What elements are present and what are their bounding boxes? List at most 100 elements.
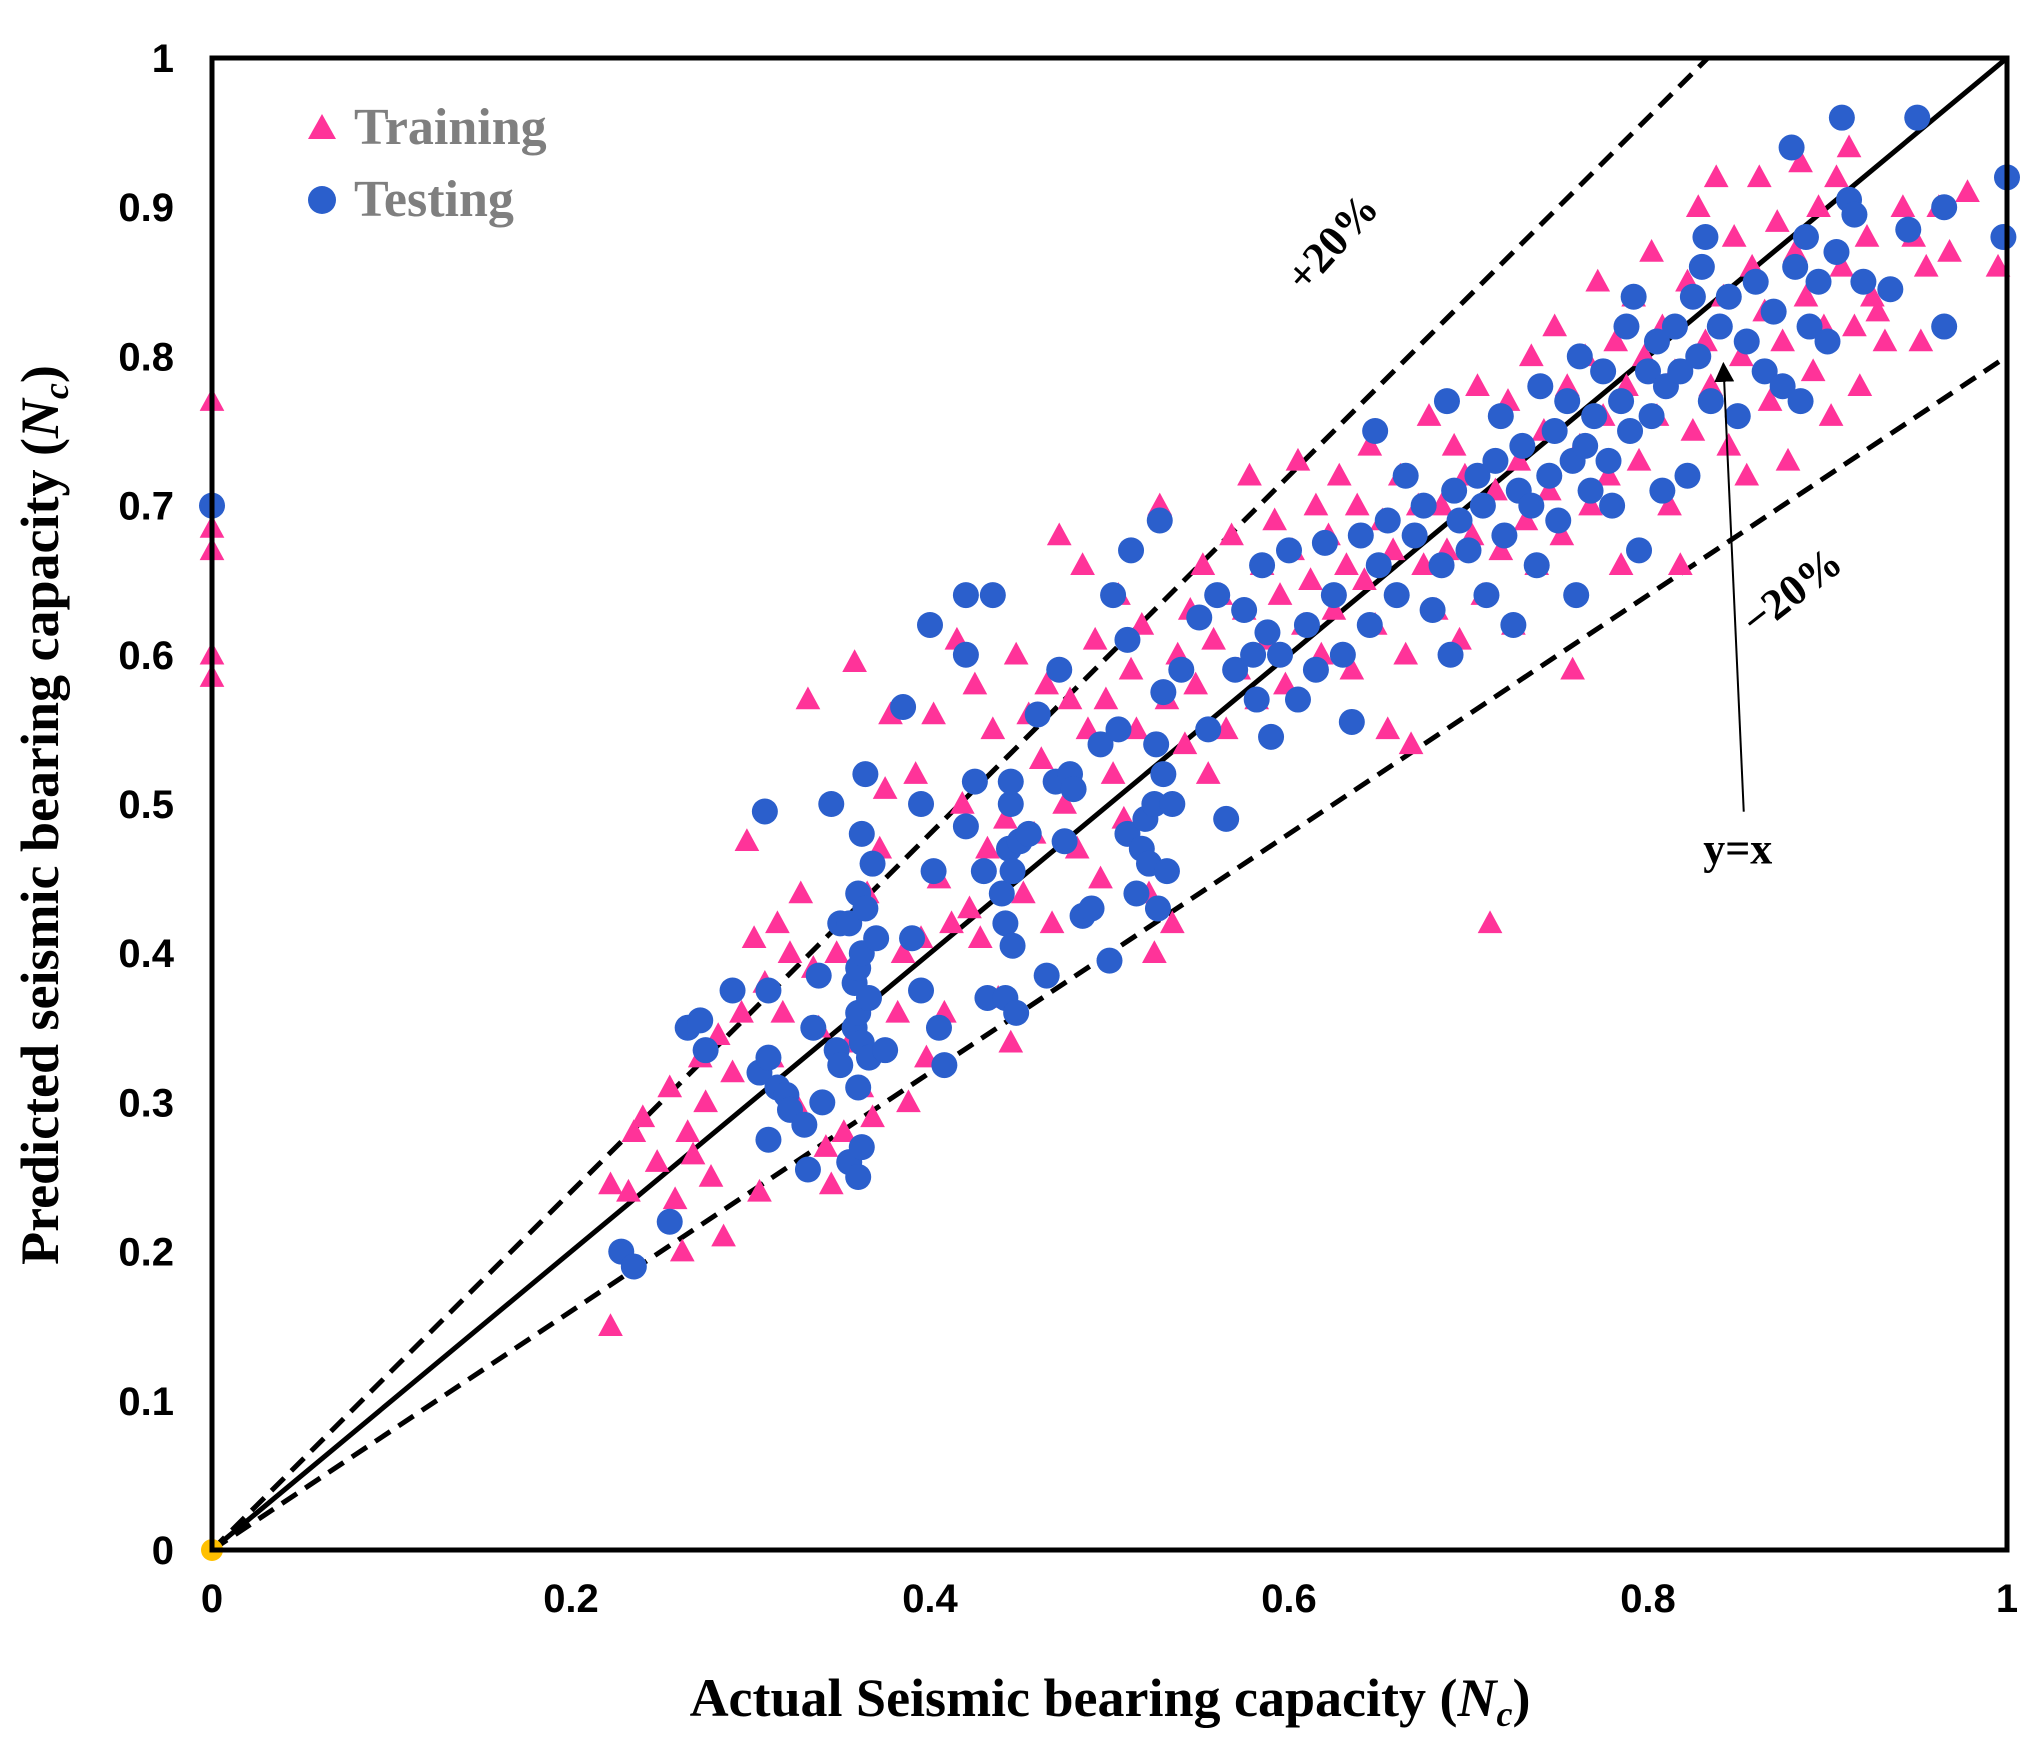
testing-point <box>925 1014 952 1041</box>
training-point <box>1046 522 1072 546</box>
training-point <box>967 925 993 949</box>
testing-point <box>1302 656 1329 683</box>
testing-point <box>1751 358 1778 385</box>
testing-point <box>1904 104 1931 131</box>
training-point <box>1039 910 1065 934</box>
testing-point <box>1566 343 1593 370</box>
testing-point <box>794 1156 821 1183</box>
testing-point <box>1311 529 1338 556</box>
testing-point <box>755 1044 782 1071</box>
testing-point <box>1144 895 1171 922</box>
testing-point <box>1141 791 1168 817</box>
training-point <box>630 1104 656 1128</box>
testing-point <box>1796 313 1823 340</box>
training-point <box>734 828 760 852</box>
testing-point <box>931 1052 958 1079</box>
y-tick-label: 1 <box>152 37 174 81</box>
training-point <box>842 649 867 673</box>
testing-point <box>1258 723 1285 750</box>
training-point <box>770 999 796 1023</box>
testing-point <box>620 1253 647 1280</box>
testing-point <box>1715 283 1742 310</box>
training-point <box>818 1171 844 1195</box>
legend-testing-label: Testing <box>354 171 514 228</box>
training-point <box>1908 328 1934 352</box>
training-point <box>1764 209 1790 232</box>
testing-point <box>755 977 782 1004</box>
testing-point <box>1635 358 1661 385</box>
testing-point <box>1338 708 1365 735</box>
testing-point <box>656 1208 683 1235</box>
training-point <box>1321 597 1347 620</box>
training-point <box>1380 537 1406 561</box>
testing-point <box>1792 224 1819 251</box>
testing-point <box>859 850 886 877</box>
testing-point <box>1679 283 1706 310</box>
testing-point <box>1401 522 1428 549</box>
testing-point <box>1527 373 1554 400</box>
legend-training-label: Training <box>354 99 547 156</box>
testing-point <box>1649 477 1676 504</box>
training-point <box>1536 477 1562 501</box>
testing-point <box>997 791 1024 817</box>
testing-point <box>1123 880 1150 907</box>
training-point <box>711 1223 736 1247</box>
training-point <box>1560 656 1585 680</box>
testing-point <box>1931 313 1958 340</box>
training-point <box>1465 373 1490 396</box>
training-point <box>1183 671 1209 695</box>
training-point <box>1806 194 1831 217</box>
testing-point <box>999 858 1026 885</box>
testing-point <box>1742 268 1769 295</box>
testing-point <box>1805 268 1832 295</box>
legend: Training Testing <box>308 99 547 228</box>
testing-point <box>1733 328 1760 355</box>
testing-point <box>920 858 947 885</box>
training-point <box>949 791 975 814</box>
testing-point <box>1814 328 1841 355</box>
testing-point <box>890 694 917 721</box>
training-point <box>598 1313 623 1336</box>
testing-point <box>1608 388 1635 415</box>
testing-point <box>1990 224 2017 251</box>
training-point <box>1003 641 1029 665</box>
training-point <box>1716 432 1742 456</box>
testing-point <box>1231 597 1258 624</box>
testing-point <box>845 1164 872 1190</box>
testing-point <box>974 984 1001 1011</box>
training-point <box>1667 552 1693 576</box>
training-point <box>998 1029 1024 1053</box>
training-point <box>1608 552 1634 576</box>
testing-point <box>952 641 979 668</box>
training-point <box>669 1238 695 1262</box>
training-point <box>1842 313 1867 337</box>
x-tick-label: 0.8 <box>1620 1577 1676 1621</box>
testing-point <box>818 791 845 817</box>
training-point <box>878 701 903 725</box>
y-tick-label: 0.4 <box>118 932 174 976</box>
training-point <box>1129 611 1155 635</box>
training-point <box>1865 298 1891 322</box>
training-point <box>675 1119 701 1142</box>
training-point <box>1657 492 1682 516</box>
testing-point <box>970 858 997 885</box>
testing-point <box>1051 828 1078 855</box>
testing-point <box>1545 507 1572 534</box>
testing-point <box>1437 641 1464 668</box>
training-point <box>962 671 988 695</box>
training-point <box>1913 253 1939 277</box>
testing-point <box>1433 388 1460 415</box>
testing-point <box>1033 962 1060 989</box>
training-point <box>1757 388 1783 411</box>
testing-point <box>848 1134 875 1161</box>
training-point <box>993 805 1018 829</box>
training-point <box>644 1149 670 1172</box>
testing-point <box>1105 716 1132 743</box>
testing-point <box>1697 388 1724 415</box>
training-point <box>1775 447 1801 471</box>
testing-point <box>1240 641 1267 668</box>
testing-point <box>1554 388 1581 415</box>
testing-point <box>719 977 746 1004</box>
testing-point <box>855 984 882 1011</box>
testing-point <box>863 925 890 952</box>
